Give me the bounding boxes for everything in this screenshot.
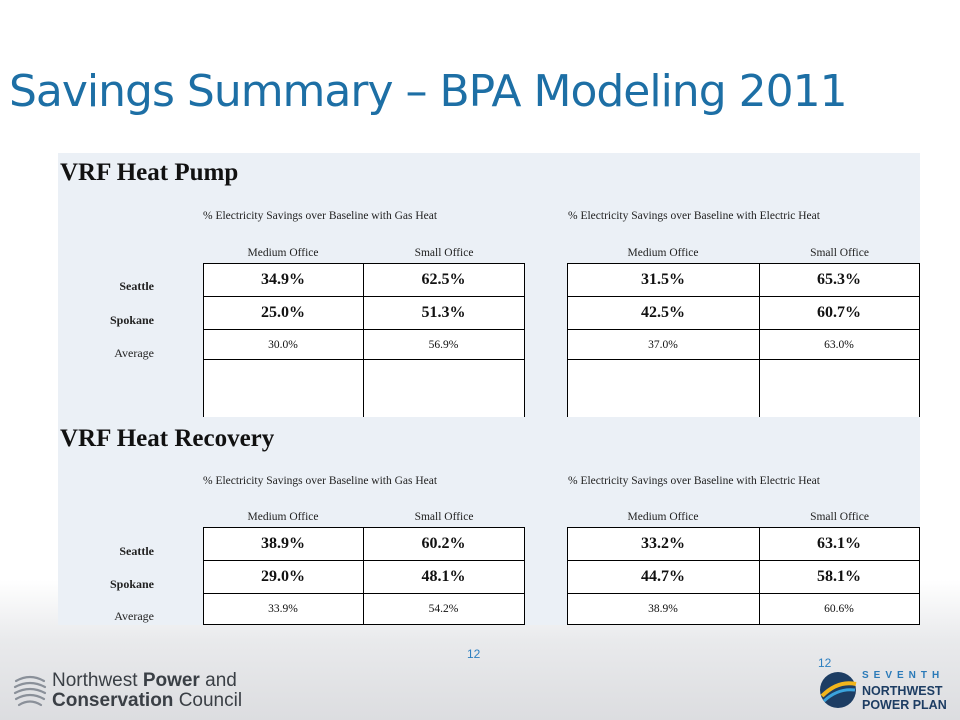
power-plan-logo-line3: POWER PLAN bbox=[862, 698, 947, 712]
council-logo-line2: Conservation Council bbox=[52, 690, 243, 711]
group-header-gas-heat: % Electricity Savings over Baseline with… bbox=[203, 210, 438, 222]
table-cell: 60.2% bbox=[421, 535, 466, 552]
group-header-electric-heat: % Electricity Savings over Baseline with… bbox=[568, 210, 820, 222]
data-grid-electric-heat: 33.2% 63.1% 44.7% 58.1% 38.9% 60.6% bbox=[567, 527, 920, 625]
data-grid-gas-heat: 34.9% 62.5% 25.0% 51.3% 30.0% 56.9% bbox=[203, 263, 525, 417]
table-cell: 37.0% bbox=[648, 339, 678, 351]
column-header: Medium Office bbox=[627, 247, 699, 259]
table-cell: 58.1% bbox=[817, 568, 861, 585]
row-label-spokane: Spokane bbox=[109, 577, 154, 591]
table-cell: 48.1% bbox=[421, 568, 466, 585]
table-cell: 25.0% bbox=[261, 304, 305, 321]
column-header: Small Office bbox=[810, 511, 869, 523]
table-cell: 60.7% bbox=[817, 304, 861, 321]
table-cell: 29.0% bbox=[261, 568, 305, 585]
power-plan-globe-icon bbox=[820, 672, 857, 708]
savings-table-area: VRF Heat Pump % Electricity Savings over… bbox=[58, 153, 920, 625]
column-header: Medium Office bbox=[627, 511, 699, 523]
row-label-seattle: Seattle bbox=[119, 544, 154, 558]
group-header-gas-heat: % Electricity Savings over Baseline with… bbox=[203, 475, 438, 487]
table-cell: 42.5% bbox=[641, 304, 685, 321]
table-cell: 56.9% bbox=[428, 339, 459, 351]
column-header: Small Office bbox=[414, 247, 474, 259]
table-cell: 63.1% bbox=[817, 535, 861, 552]
column-header: Small Office bbox=[810, 247, 869, 259]
data-grid-electric-heat: 31.5% 65.3% 42.5% 60.7% 37.0% 63.0% bbox=[567, 263, 920, 417]
council-logo-line1: Northwest Power and bbox=[52, 670, 237, 691]
page-number-right: 12 bbox=[818, 656, 832, 670]
council-swirl-icon bbox=[13, 675, 47, 707]
group-header-electric-heat: % Electricity Savings over Baseline with… bbox=[568, 475, 820, 487]
column-header: Medium Office bbox=[247, 511, 319, 523]
table-cell: 62.5% bbox=[421, 271, 466, 288]
table-cell: 44.7% bbox=[641, 568, 685, 585]
table-cell: 30.0% bbox=[268, 339, 298, 351]
row-label-average: Average bbox=[114, 346, 154, 360]
council-logo: Northwest Power and Conservation Council bbox=[12, 668, 252, 714]
power-plan-logo: SEVENTH NORTHWEST POWER PLAN bbox=[818, 668, 954, 714]
power-plan-logo-line2: NORTHWEST bbox=[862, 684, 943, 698]
table-cell: 31.5% bbox=[641, 271, 685, 288]
section-title-heat-recovery: VRF Heat Recovery bbox=[60, 425, 275, 452]
row-label-seattle: Seattle bbox=[119, 279, 154, 293]
column-header: Small Office bbox=[414, 511, 474, 523]
table-cell: 38.9% bbox=[648, 603, 678, 615]
table-cell: 34.9% bbox=[261, 271, 305, 288]
table-cell: 60.6% bbox=[824, 603, 854, 615]
slide-title: Savings Summary – BPA Modeling 2011 bbox=[9, 66, 848, 117]
table-cell: 38.9% bbox=[261, 535, 305, 552]
page-number: 12 bbox=[467, 647, 481, 661]
table-cell: 51.3% bbox=[421, 304, 466, 321]
table-cell: 54.2% bbox=[428, 603, 459, 615]
column-header: Medium Office bbox=[247, 247, 319, 259]
table-cell: 33.2% bbox=[641, 535, 685, 552]
row-label-average: Average bbox=[114, 609, 154, 623]
power-plan-logo-line1: SEVENTH bbox=[862, 670, 945, 681]
table-cell: 63.0% bbox=[824, 339, 854, 351]
table-cell: 65.3% bbox=[817, 271, 861, 288]
section-title-heat-pump: VRF Heat Pump bbox=[60, 159, 239, 186]
row-label-spokane: Spokane bbox=[109, 313, 154, 327]
table-cell: 33.9% bbox=[268, 603, 298, 615]
data-grid-gas-heat: 38.9% 60.2% 29.0% 48.1% 33.9% 54.2% bbox=[203, 527, 525, 625]
